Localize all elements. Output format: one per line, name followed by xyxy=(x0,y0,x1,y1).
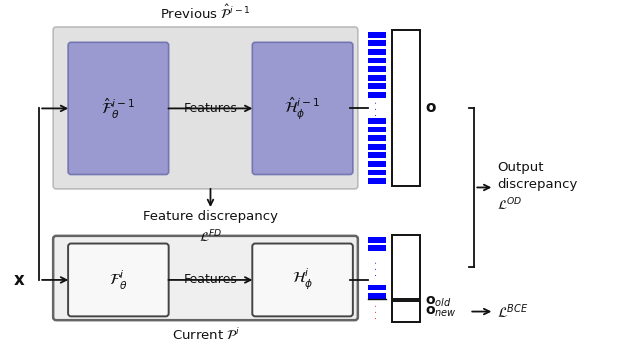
Text: Previous $\hat{\mathcal{P}}^{i-1}$: Previous $\hat{\mathcal{P}}^{i-1}$ xyxy=(160,4,251,22)
Text: $\hat{\mathcal{H}}_{\phi}^{i-1}$: $\hat{\mathcal{H}}_{\phi}^{i-1}$ xyxy=(284,95,321,121)
FancyBboxPatch shape xyxy=(68,244,169,316)
FancyBboxPatch shape xyxy=(252,244,353,316)
Text: $\mathbf{o}_{old}$: $\mathbf{o}_{old}$ xyxy=(424,294,451,309)
Bar xyxy=(368,84,386,89)
FancyBboxPatch shape xyxy=(53,236,358,320)
Bar xyxy=(368,293,386,299)
Bar xyxy=(368,92,386,98)
Bar xyxy=(368,66,386,72)
Text: Features: Features xyxy=(184,102,237,115)
Bar xyxy=(368,161,386,167)
Bar xyxy=(392,235,420,299)
Text: · · ·: · · · xyxy=(372,260,381,276)
Bar xyxy=(392,30,420,186)
Bar xyxy=(368,135,386,141)
Text: Feature discrepancy
$\mathcal{L}^{FD}$: Feature discrepancy $\mathcal{L}^{FD}$ xyxy=(143,210,278,245)
Text: $\mathbf{o}_{new}$: $\mathbf{o}_{new}$ xyxy=(424,304,456,319)
Bar xyxy=(368,170,386,176)
Text: $\mathcal{H}_{\phi}^{i}$: $\mathcal{H}_{\phi}^{i}$ xyxy=(292,268,314,293)
Text: $\mathcal{L}^{BCE}$: $\mathcal{L}^{BCE}$ xyxy=(497,302,529,321)
Bar xyxy=(368,118,386,124)
Text: Output
discrepancy
$\mathcal{L}^{OD}$: Output discrepancy $\mathcal{L}^{OD}$ xyxy=(497,161,578,213)
Bar xyxy=(368,152,386,158)
Bar xyxy=(368,127,386,132)
Bar xyxy=(368,144,386,150)
Bar xyxy=(368,245,386,251)
FancyBboxPatch shape xyxy=(252,42,353,175)
Bar xyxy=(392,301,420,322)
Text: $\hat{\mathcal{F}}_{\theta}^{i-1}$: $\hat{\mathcal{F}}_{\theta}^{i-1}$ xyxy=(101,96,135,121)
Bar xyxy=(368,285,386,290)
Bar xyxy=(368,58,386,64)
Bar xyxy=(368,49,386,55)
Bar xyxy=(368,75,386,81)
Bar xyxy=(368,40,386,46)
Text: $\mathbf{x}$: $\mathbf{x}$ xyxy=(13,271,26,289)
Text: $\mathbf{o}$: $\mathbf{o}$ xyxy=(424,100,436,116)
Bar xyxy=(368,32,386,37)
Text: $\mathcal{F}_{\theta}^{i}$: $\mathcal{F}_{\theta}^{i}$ xyxy=(109,268,127,291)
Text: Current $\mathcal{P}^{i}$: Current $\mathcal{P}^{i}$ xyxy=(172,327,239,343)
Bar xyxy=(368,178,386,184)
FancyBboxPatch shape xyxy=(53,27,358,189)
Bar xyxy=(368,237,386,243)
Text: Features: Features xyxy=(184,273,237,286)
Text: · · ·: · · · xyxy=(372,100,381,116)
Text: · · ·: · · · xyxy=(372,304,381,319)
FancyBboxPatch shape xyxy=(68,42,169,175)
